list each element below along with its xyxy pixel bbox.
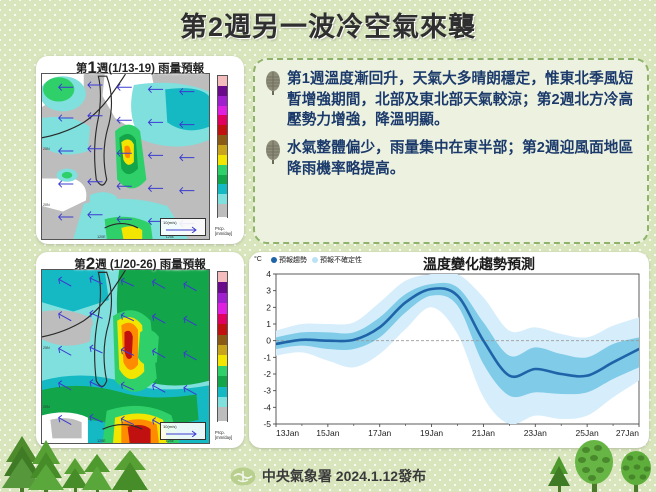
header: 第2週另一波冷空氣來襲 bbox=[0, 0, 656, 48]
svg-text:27Jan: 27Jan bbox=[616, 428, 639, 438]
map-week1-wind-vectors bbox=[58, 81, 195, 228]
svg-text:-3: -3 bbox=[263, 386, 271, 396]
tree-icon bbox=[266, 140, 280, 165]
map-week2-wind-legend-label: 10(m/s) bbox=[163, 424, 177, 429]
summary-panel: 第1週溫度漸回升，天氣大多晴朗穩定，惟東北季風短暫增強期間，北部及東北部天氣較涼… bbox=[253, 58, 649, 244]
map-week2-xtick-125e: 125E bbox=[165, 439, 174, 443]
legend-item-trend: 預報趨勢 bbox=[271, 255, 307, 265]
cwa-logo-icon bbox=[230, 467, 256, 485]
chart-legend: 預報趨勢 預報不確定性 bbox=[271, 255, 362, 265]
map-week2-body: 25N 20N 120E 125E 10(m/s) bbox=[41, 269, 239, 444]
svg-text:2: 2 bbox=[266, 302, 271, 312]
page-title: 第2週另一波冷空氣來襲 bbox=[179, 11, 477, 42]
map-week2-wind-legend: 10(m/s) bbox=[160, 422, 206, 440]
map-week1-wind-legend: 10(m/s) bbox=[160, 218, 206, 236]
summary-bullet-2-text: 水氣整體偏少，雨量集中在東半部；第2週迎風面地區降雨機率略提高。 bbox=[287, 140, 634, 177]
footer: 中央氣象署 2024.1.12發布 bbox=[0, 466, 656, 486]
svg-text:25Jan: 25Jan bbox=[576, 428, 599, 438]
footer-text: 中央氣象署 2024.1.12發布 bbox=[261, 468, 427, 484]
map-week1-body: 25N 20N 120E 125E 10(m/s) bbox=[41, 73, 239, 240]
map-week2-heading-rest: 週 (1/20-26) 雨量預報 bbox=[95, 259, 206, 271]
svg-text:1: 1 bbox=[266, 319, 271, 329]
round-trees-icon bbox=[548, 440, 651, 492]
chart-plot-area[interactable]: 4 3 2 1 0 -1 -2 -3 -4 -5 13Jan 15Jan 17Jan 19Jan 21Jan… bbox=[254, 269, 643, 442]
svg-text:23Jan: 23Jan bbox=[524, 428, 547, 438]
legend-dot-trend bbox=[271, 257, 277, 263]
svg-text:13Jan: 13Jan bbox=[276, 428, 299, 438]
svg-text:-2: -2 bbox=[263, 369, 271, 379]
map-week2-ytick-25n: 25N bbox=[43, 346, 50, 351]
chart-svg: 4 3 2 1 0 -1 -2 -3 -4 -5 13Jan 15Jan 17Jan 19Jan 21Jan… bbox=[263, 269, 640, 438]
map-week2-plot[interactable]: 25N 20N 120E 125E 10(m/s) bbox=[41, 269, 210, 444]
tree-icon bbox=[266, 71, 280, 95]
summary-bullet-1: 第1週溫度漸回升，天氣大多晴朗穩定，惟東北季風短暫增強期間，北部及東北部天氣較涼… bbox=[263, 69, 637, 131]
svg-text:19Jan: 19Jan bbox=[420, 428, 443, 438]
legend-label-uncertainty: 預報不確定性 bbox=[320, 257, 362, 264]
svg-text:21Jan: 21Jan bbox=[472, 428, 495, 438]
map-week1-number: 1 bbox=[87, 58, 97, 77]
map-week2-ytick-20n: 20N bbox=[43, 404, 50, 409]
chart-title: 溫度變化趨勢預測 bbox=[423, 256, 535, 272]
svg-text:17Jan: 17Jan bbox=[368, 428, 391, 438]
map-week1-heading-rest: 週(1/13-19) 雨量預報 bbox=[96, 63, 205, 75]
legend-label-trend: 預報趨勢 bbox=[279, 257, 307, 264]
map-week2-prefix: 第 bbox=[74, 259, 86, 271]
svg-text:4: 4 bbox=[266, 270, 271, 279]
svg-text:-4: -4 bbox=[263, 402, 271, 412]
map-card-week2[interactable]: 第2週 (1/20-26) 雨量預報 bbox=[36, 252, 244, 448]
map-week1-xtick-125e: 125E bbox=[165, 235, 174, 239]
chart-topbar: °C 預報趨勢 預報不確定性 溫度變化趨勢預測 bbox=[249, 254, 649, 272]
map-week1-ytick-20n: 20N bbox=[43, 202, 50, 207]
map-week2-wind-vectors bbox=[58, 275, 197, 428]
map-week1-ytick-25n: 25N bbox=[43, 146, 50, 151]
svg-text:0: 0 bbox=[266, 336, 271, 346]
legend-item-uncertainty: 預報不確定性 bbox=[312, 255, 362, 265]
map-week1-colorbar: Prcp. [mm/day] bbox=[213, 73, 239, 240]
map-week1-plot[interactable]: 25N 20N 120E 125E 10(m/s) bbox=[41, 73, 210, 240]
svg-text:-5: -5 bbox=[263, 419, 271, 429]
map-week1-heading: 第1週(1/13-19) 雨量預報 bbox=[36, 58, 244, 78]
map-week2-colorbar-label: Prcp. [mm/day] bbox=[215, 429, 233, 440]
map-week2-field bbox=[42, 270, 209, 443]
svg-text:15Jan: 15Jan bbox=[316, 428, 339, 438]
map-week1-prefix: 第 bbox=[75, 63, 88, 75]
map-week1-wind-legend-label: 10(m/s) bbox=[163, 220, 177, 225]
map-week2-colorbar-scale bbox=[217, 271, 228, 435]
temperature-trend-chart-card[interactable]: °C 預報趨勢 預報不確定性 溫度變化趨勢預測 4 3 2 1 0 -1 -2 -3 -4 -5 1… bbox=[249, 252, 649, 448]
svg-text:3: 3 bbox=[266, 286, 271, 296]
map-week2-heading: 第2週 (1/20-26) 雨量預報 bbox=[36, 254, 244, 274]
map-card-week1[interactable]: 第1週(1/13-19) 雨量預報 bbox=[36, 56, 244, 244]
map-week2-number: 2 bbox=[85, 254, 96, 273]
map-week1-field bbox=[42, 74, 209, 239]
map-week2-colorbar: Prcp. [mm/day] bbox=[213, 269, 239, 444]
summary-bullet-1-text: 第1週溫度漸回升，天氣大多晴朗穩定，惟東北季風短暫增強期間，北部及東北部天氣較涼… bbox=[287, 71, 634, 129]
svg-text:-1: -1 bbox=[263, 352, 271, 362]
summary-bullet-2: 水氣整體偏少，雨量集中在東半部；第2週迎風面地區降雨機率略提高。 bbox=[263, 138, 637, 179]
map-week1-colorbar-scale bbox=[217, 75, 228, 230]
map-week2-xtick-120e: 120E bbox=[97, 439, 106, 443]
map-week1-xtick-120e: 120E bbox=[97, 235, 106, 239]
legend-dot-uncertainty bbox=[312, 257, 318, 263]
chart-unit-label: °C bbox=[254, 256, 262, 263]
map-week1-colorbar-label: Prcp. [mm/day] bbox=[215, 225, 233, 236]
pine-trees-icon bbox=[2, 436, 148, 492]
